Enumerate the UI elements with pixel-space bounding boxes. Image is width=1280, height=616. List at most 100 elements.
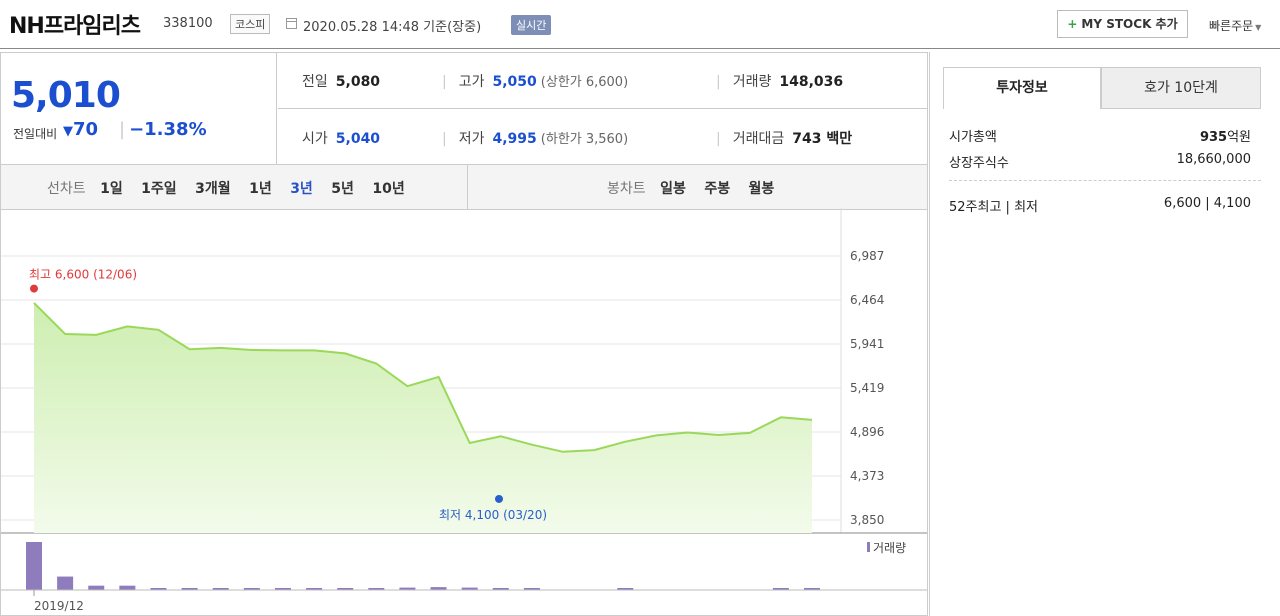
y-tick-label: 6,464 (850, 293, 884, 307)
volume-bar (212, 588, 229, 590)
price-area (34, 302, 812, 533)
volume-bar (57, 576, 74, 590)
volume-legend-swatch (867, 542, 870, 552)
candle-chart-periods: 봉차트 일봉 주봉 월봉 (607, 178, 788, 198)
line-chart-label: 선차트 (47, 181, 86, 197)
candle-weekly[interactable]: 주봉 (704, 181, 731, 197)
price-line (33, 302, 813, 453)
candle-daily[interactable]: 일봉 (660, 181, 686, 197)
quote-datetime: 2020.05.28 14:48 기준(장중) (303, 20, 482, 35)
low-annotation: 최저 4,100 (03/20) (439, 508, 547, 522)
listed-shares-value: 18,660,000 (1176, 152, 1251, 167)
period-5y[interactable]: 5년 (331, 181, 354, 197)
y-tick-label: 3,850 (850, 513, 884, 527)
market-cap-label: 시가총액 (949, 130, 997, 145)
high-label: 고가 (458, 74, 485, 90)
lower-limit: (하한가 3,560) (540, 132, 629, 147)
y-tick-label: 5,419 (850, 381, 884, 395)
high-price: | 고가 5,050 (상한가 6,600) (442, 74, 629, 90)
change-amount: 70 (73, 119, 99, 140)
volume-bar (617, 588, 634, 590)
quick-order-label: 빠른주문 (1209, 19, 1254, 33)
period-3y[interactable]: 3년 (290, 181, 313, 197)
trade-amount-label: 거래대금 (732, 131, 785, 147)
trade-amount-value: 743 백만 (792, 131, 853, 147)
high-annotation: 최고 6,600 (12/06) (29, 268, 137, 282)
open-price: 시가 5,040 (302, 128, 380, 148)
period-1d[interactable]: 1일 (100, 181, 123, 197)
volume-bar (306, 588, 323, 590)
volume-bar (430, 587, 447, 590)
period-3m[interactable]: 3개월 (195, 181, 231, 197)
prev-close-value: 5,080 (335, 74, 381, 90)
volume-bar (492, 588, 509, 590)
change-value: ▼70 (63, 119, 98, 140)
volume-bar (804, 588, 820, 590)
volume-bar (461, 587, 478, 590)
down-arrow-icon: ▼ (63, 124, 73, 139)
price-chart[interactable]: 6,987 6,464 5,941 5,419 4,896 4,373 3,850 최고 6… (1, 53, 927, 615)
current-price: 5,010 (11, 75, 121, 116)
volume-bar (368, 588, 385, 590)
market-badge: 코스피 (230, 14, 271, 34)
realtime-button[interactable]: 실시간 (511, 15, 552, 35)
period-1w[interactable]: 1주일 (141, 181, 177, 197)
volume-bar (150, 588, 167, 590)
quick-order-button[interactable]: 빠른주문 ▼ (1209, 17, 1261, 34)
change-percent-value: −1.38% (129, 119, 207, 140)
volume-bar (337, 588, 354, 590)
current-price-block: 5,010 전일대비 ▼70 | −1.38% (1, 53, 277, 164)
stock-name: NH프라임리츠 (9, 14, 141, 39)
plus-icon: + (1067, 17, 1078, 31)
volume-bar (243, 588, 260, 590)
volume-bar (523, 588, 540, 590)
prev-close: 전일 5,080 (302, 71, 380, 91)
quote-chart-panel: 5,010 전일대비 ▼70 | −1.38% 전일 5,080 | 고가 5,050(… (0, 52, 928, 616)
week52-row: 52주최고 | 최저 6,600 | 4,100 (949, 196, 1251, 215)
stock-code: 338100 (163, 16, 213, 31)
period-10y[interactable]: 10년 (372, 181, 405, 197)
trade-amount: | 거래대금 743 백만 (716, 131, 853, 147)
volume-bar (274, 588, 291, 590)
open-value: 5,040 (335, 131, 381, 147)
low-value: 4,995 (492, 131, 537, 147)
volume-bar (772, 588, 789, 590)
line-chart-periods: 선차트 1일 1주일 3개월 1년 3년 5년 10년 (47, 178, 419, 198)
stock-header: NH프라임리츠 338100 코스피 2020.05.28 14:48 기준(장… (0, 0, 1280, 49)
volume-label: 거래량 (732, 74, 772, 90)
volume-bar (26, 542, 42, 590)
y-tick-label: 4,373 (850, 469, 884, 483)
tab-invest-info[interactable]: 투자정보 (943, 67, 1101, 109)
invest-info-panel: 투자정보 호가 10단계 시가총액 935억원 상장주식수 18,660,000… (929, 52, 1280, 616)
high-value: 5,050 (492, 74, 537, 90)
week52-value: 6,600 | 4,100 (1163, 196, 1251, 211)
y-tick-label: 6,987 (850, 249, 884, 263)
listed-shares-label: 상장주식수 (949, 156, 1009, 171)
candle-monthly[interactable]: 월봉 (748, 181, 775, 197)
upper-limit: (상한가 6,600) (540, 75, 629, 90)
high-point-marker (30, 284, 38, 293)
period-1y[interactable]: 1년 (249, 181, 272, 197)
volume-bar (399, 587, 416, 590)
change-label: 전일대비 (13, 127, 58, 141)
divider (949, 180, 1261, 181)
add-my-stock-label: MY STOCK 추가 (1081, 17, 1178, 31)
volume: | 거래량 148,036 (716, 74, 844, 90)
week52-label: 52주최고 | 최저 (949, 200, 1038, 215)
market-cap-row: 시가총액 935억원 (949, 126, 1251, 145)
listed-shares-row: 상장주식수 18,660,000 (949, 152, 1251, 171)
add-my-stock-button[interactable]: + MY STOCK 추가 (1057, 10, 1188, 38)
calendar-icon (286, 18, 297, 29)
volume-bar (119, 585, 136, 590)
tab-order-book-10[interactable]: 호가 10단계 (1101, 67, 1261, 109)
y-tick-label: 5,941 (850, 337, 884, 351)
volume-bar (88, 585, 105, 590)
open-label: 시가 (302, 131, 328, 147)
volume-value: 148,036 (779, 74, 844, 90)
change-percent: | −1.38% (119, 119, 207, 140)
chart-period-bar: 선차트 1일 1주일 3개월 1년 3년 5년 10년 봉차트 일봉 주봉 월봉 (1, 164, 927, 210)
x-tick-label: 2019/12 (34, 599, 84, 613)
caret-down-icon: ▼ (1255, 23, 1262, 32)
low-price: | 저가 4,995 (하한가 3,560) (442, 131, 629, 147)
period-divider (467, 165, 468, 209)
